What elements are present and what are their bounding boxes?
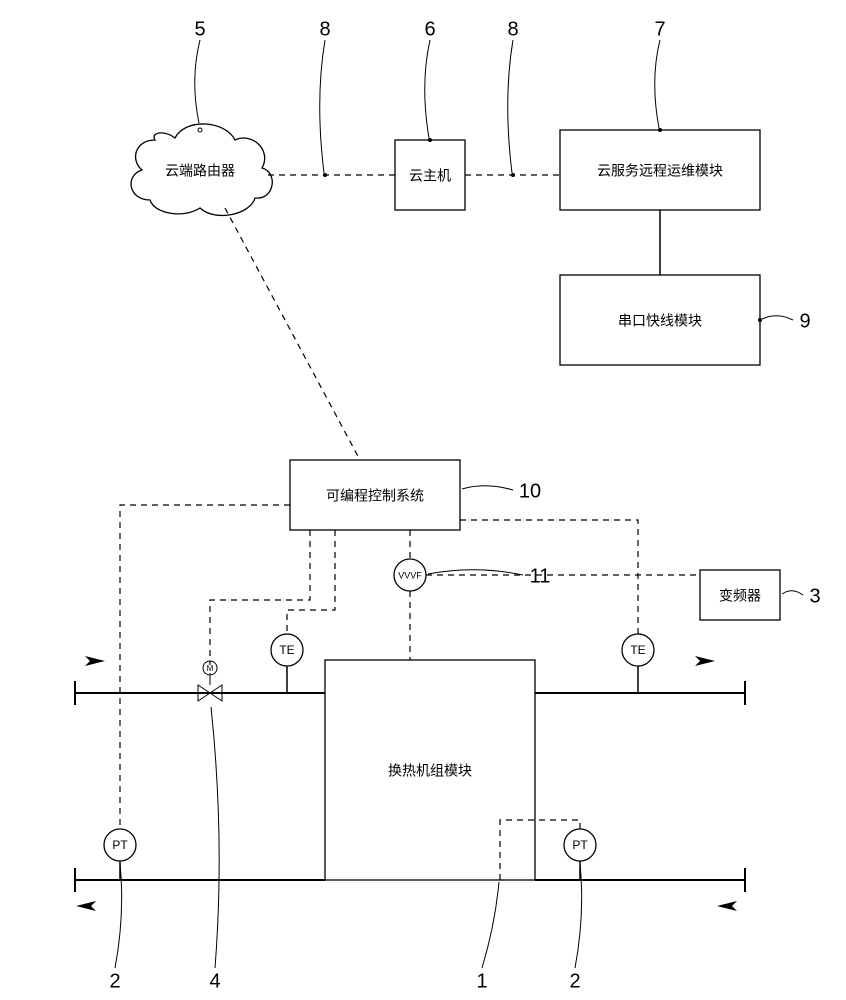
svg-text:10: 10 [519,480,541,502]
svg-text:3: 3 [809,585,820,607]
svg-text:2: 2 [109,970,120,992]
cloud-router: 云端路由器 [131,124,272,216]
serial-label: 串口快线模块 [618,313,702,329]
svg-text:11: 11 [530,565,551,587]
svg-text:4: 4 [209,970,220,992]
svg-text:2: 2 [569,970,580,992]
cloud-host: 云主机 [395,138,465,210]
heat-exchanger-label: 换热机组模块 [388,763,472,779]
heat-exchanger: 换热机组模块 [325,660,535,880]
svg-text:8: 8 [507,18,518,40]
te-sensor-right: TE [622,634,654,693]
remote-ops-label: 云服务远程运维模块 [597,163,723,179]
svg-text:VVVF: VVVF [398,570,422,580]
cloud-host-label: 云主机 [409,168,451,184]
svg-text:M: M [207,664,214,673]
pipe-top [75,681,745,705]
svg-text:8: 8 [319,18,330,40]
remote-ops-module: 云服务远程运维模块 [560,128,760,210]
plc-label: 可编程控制系统 [326,488,424,504]
pt-sensor-left: PT [104,829,136,880]
te-sensor-left: TE [271,634,303,693]
vvvf-symbol: VVVF [394,559,426,591]
svg-text:9: 9 [799,310,810,332]
flow-arrows [76,656,737,911]
svg-text:PT: PT [112,838,128,852]
pt-sensor-right: PT [564,829,596,880]
svg-text:TE: TE [630,643,645,657]
svg-text:PT: PT [572,838,588,852]
svg-text:TE: TE [279,643,294,657]
control-valve: M [198,661,222,701]
plc-system: 可编程控制系统 [290,460,460,530]
cloud-router-label: 云端路由器 [165,163,235,179]
svg-text:6: 6 [424,18,435,40]
svg-text:5: 5 [194,18,205,40]
serial-module: 串口快线模块 [560,275,762,365]
svg-text:7: 7 [654,18,665,40]
svg-text:1: 1 [476,970,487,992]
inverter: 变频器 [700,570,780,620]
inverter-label: 变频器 [719,588,761,604]
